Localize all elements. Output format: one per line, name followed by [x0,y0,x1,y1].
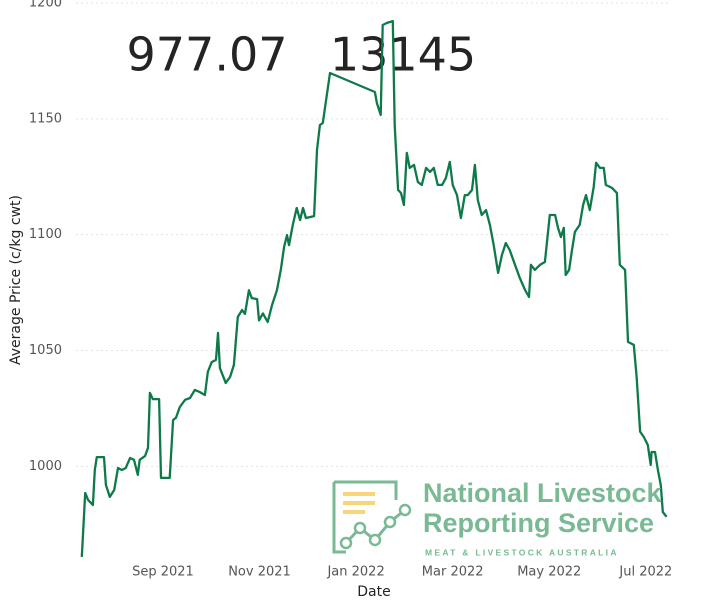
series [80,19,668,557]
y-tick-label: 1050 [29,343,62,358]
y-tick-label: 1200 [29,0,62,11]
logo-bar [343,492,375,496]
x-tick-label: Mar 2022 [422,565,484,580]
logo-dot [368,533,382,547]
logo-dot [339,536,353,550]
x-tick-label: Jul 2022 [618,565,672,580]
price-line [80,19,668,557]
x-tick-label: May 2022 [517,565,581,580]
x-axis-title: Date [357,584,390,600]
logo-text: National Livestock [423,478,663,508]
logo-dot [398,503,412,517]
logo-text: Reporting Service [423,508,654,538]
kpi-value: 13145 [330,28,476,82]
y-tick-label: 1000 [29,459,62,474]
y-tick-label: 1150 [29,111,62,126]
x-tick-label: Jan 2022 [326,565,384,580]
logo: National Livestock Reporting Service MEA… [332,478,663,557]
x-tick-label: Sep 2021 [132,565,194,580]
logo-dot [383,515,397,529]
y-axis-title: Average Price (c/kg cwt) [8,195,24,365]
y-tick-label: 1100 [29,227,62,242]
grid: 1000 1050 1100 1150 1200 Sep 2021 Nov 2021 Jan … [29,0,672,580]
logo-bar [343,501,375,505]
kpi-value: 977.07 [127,28,288,82]
logo-subtext: MEAT & LIVESTOCK AUSTRALIA [425,547,619,557]
logo-dot [353,521,367,535]
logo-frame [332,480,398,554]
logo-bar [343,510,365,514]
x-tick-label: Nov 2021 [228,565,291,580]
